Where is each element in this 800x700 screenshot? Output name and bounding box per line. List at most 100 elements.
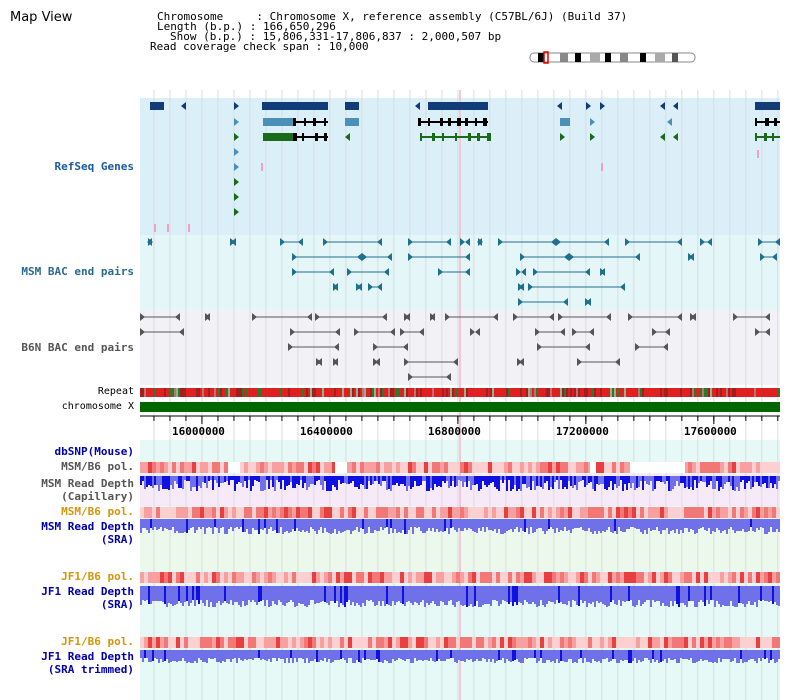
repeat-segment	[260, 388, 262, 397]
track-label-dbsnp[interactable]: dbSNP(Mouse)	[54, 445, 134, 458]
heat-cell	[612, 572, 616, 583]
heat-cell	[356, 507, 360, 518]
depth-bar	[320, 650, 322, 660]
b6n-bac-features[interactable]	[140, 313, 770, 381]
depth-bar	[328, 586, 330, 605]
heat-cell	[164, 507, 168, 518]
repeat-segment	[232, 388, 234, 397]
depth-bar	[520, 519, 522, 528]
heat-cell	[644, 572, 648, 583]
depth-bar	[420, 650, 422, 660]
repeat-segment	[274, 388, 276, 397]
repeat-segment	[448, 388, 450, 397]
msm-bac-features[interactable]	[147, 238, 780, 306]
heat-cell	[528, 462, 532, 473]
heat-cell	[708, 572, 712, 583]
repeat-segment	[238, 388, 240, 397]
track-label-jf1-depth-trimmed-line1: JF1 Read Depth	[41, 650, 134, 663]
depth-bar	[612, 586, 614, 600]
depth-bar	[652, 519, 654, 530]
depth-bar	[696, 586, 698, 607]
depth-bar	[700, 476, 702, 481]
depth-bar	[720, 476, 722, 487]
depth-bar	[154, 519, 156, 527]
depth-bar	[680, 476, 682, 483]
repeat-segment	[332, 388, 334, 397]
heat-cell	[692, 507, 696, 518]
depth-bar	[584, 586, 586, 601]
depth-bar	[716, 476, 718, 481]
depth-bar	[212, 476, 214, 490]
chromosome-ideogram[interactable]	[529, 51, 696, 64]
depth-bar	[664, 586, 666, 606]
heat-cell	[264, 507, 268, 518]
refseq-gene-features[interactable]	[150, 102, 780, 232]
depth-bar	[294, 519, 296, 531]
depth-bar	[614, 650, 616, 659]
heat-cell	[728, 507, 732, 518]
heat-cell	[440, 507, 444, 518]
depth-bar	[670, 519, 672, 531]
heat-cell	[688, 572, 692, 583]
bac-end	[635, 343, 640, 351]
heat-cell	[728, 462, 732, 473]
gene-arrow	[234, 178, 239, 186]
heat-cell	[412, 637, 416, 648]
depth-bar	[698, 586, 700, 602]
heat-cell	[752, 637, 756, 648]
depth-bar	[502, 476, 504, 483]
heat-cell	[472, 637, 476, 648]
heat-cell	[148, 572, 152, 583]
heat-cell	[216, 637, 220, 648]
depth-bar	[694, 476, 696, 480]
depth-bar	[308, 650, 310, 663]
track-label-jf1-b6-pol-1[interactable]: JF1/B6 pol.	[61, 570, 134, 583]
depth-bar	[570, 650, 572, 659]
heat-cell	[192, 572, 196, 583]
repeat-segment	[624, 388, 626, 397]
track-label-msm-b6-pol-1[interactable]: MSM/B6 pol.	[61, 460, 134, 473]
heat-cell	[296, 507, 300, 518]
depth-bar	[754, 476, 756, 482]
depth-bar	[490, 519, 492, 530]
depth-bar	[490, 650, 492, 662]
depth-bar	[228, 476, 230, 485]
heat-cell	[264, 462, 268, 473]
heat-cell	[332, 572, 336, 583]
heat-cell	[560, 572, 564, 583]
depth-bar	[658, 476, 660, 481]
depth-bar	[302, 476, 304, 488]
depth-bar	[670, 586, 672, 601]
repeat-segment	[774, 388, 776, 397]
depth-bar	[522, 519, 524, 531]
track-label-b6n-bac[interactable]: B6N BAC end pairs	[21, 341, 134, 354]
depth-bar	[516, 586, 518, 605]
track-label-jf1-b6-pol-2[interactable]: JF1/B6 pol.	[61, 635, 134, 648]
track-label-msm-bac[interactable]: MSM BAC end pairs	[21, 265, 134, 278]
track-label-refseq[interactable]: RefSeq Genes	[54, 160, 134, 173]
gene-exon	[313, 118, 316, 126]
heat-cell	[280, 637, 284, 648]
repeat-segment	[504, 388, 506, 397]
depth-bar	[298, 650, 300, 658]
track-label-msm-depth-capillary[interactable]: MSM Read Depth (Capillary)	[41, 477, 134, 503]
repeat-segment	[668, 388, 670, 397]
track-label-msm-b6-pol-2[interactable]: MSM/B6 pol.	[61, 505, 134, 518]
depth-bar	[422, 476, 424, 481]
depth-bar	[406, 586, 408, 602]
depth-bar	[276, 519, 278, 533]
track-label-jf1-depth-sra[interactable]: JF1 Read Depth (SRA)	[41, 585, 134, 611]
depth-bar	[182, 519, 184, 533]
depth-bar	[602, 476, 604, 484]
depth-bar	[166, 586, 168, 607]
depth-bar	[690, 650, 692, 658]
track-label-jf1-depth-trimmed[interactable]: JF1 Read Depth (SRA trimmed)	[41, 650, 134, 676]
heat-cell	[776, 462, 780, 473]
depth-bar	[666, 650, 668, 663]
repeat-segment	[350, 388, 352, 397]
track-label-msm-depth-sra[interactable]: MSM Read Depth (SRA)	[41, 520, 134, 546]
heat-cell	[436, 637, 440, 648]
bac-end	[334, 343, 339, 351]
repeat-segment	[710, 388, 712, 397]
